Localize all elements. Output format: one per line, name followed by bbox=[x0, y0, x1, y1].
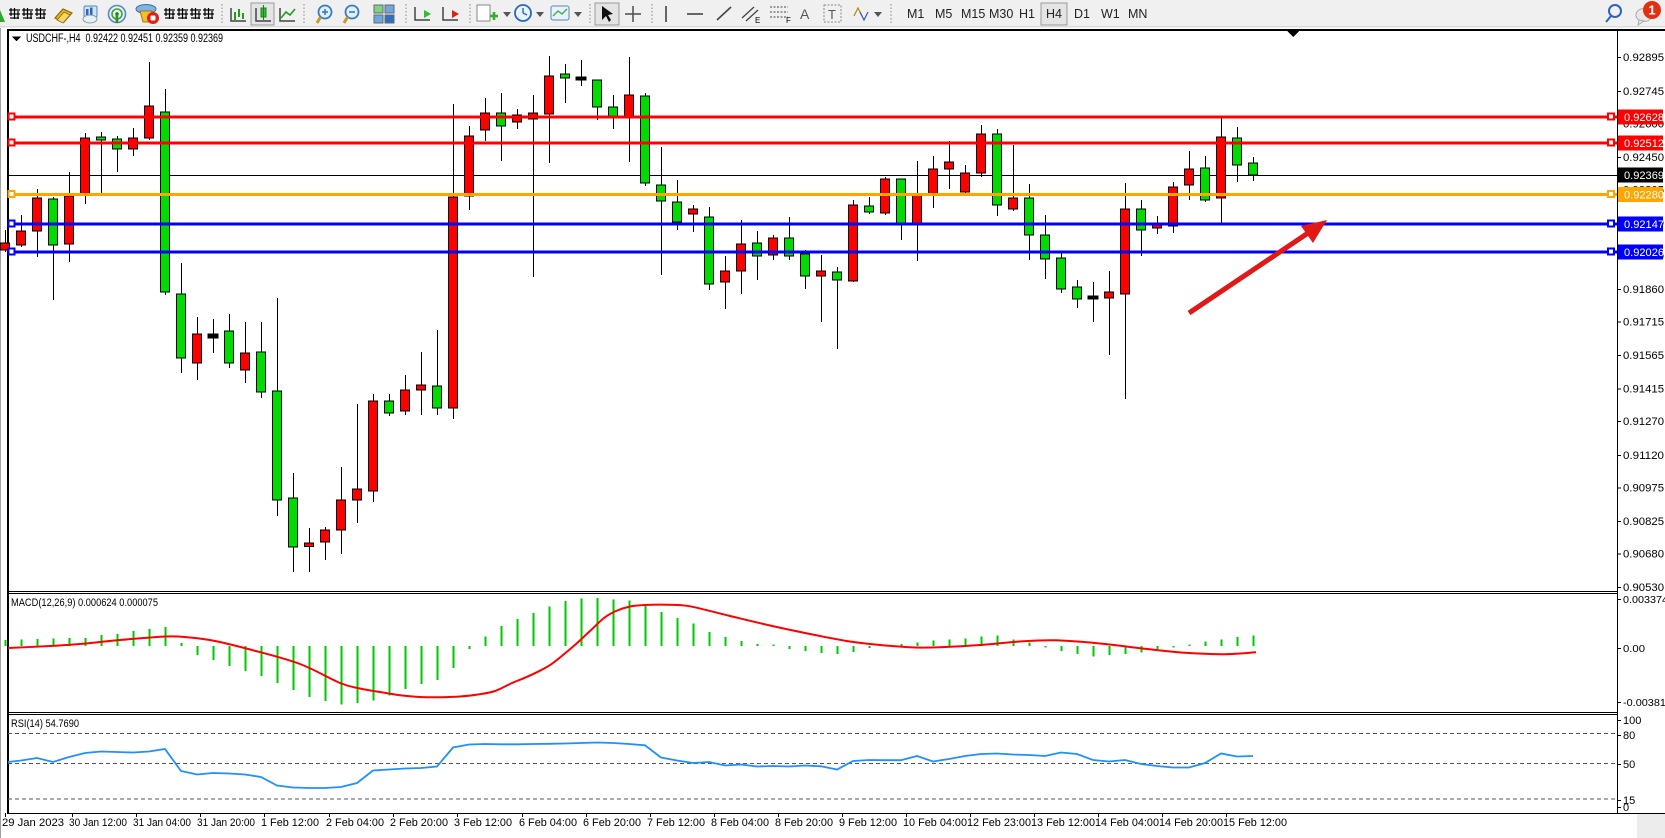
svg-text:14 Feb 20:00: 14 Feb 20:00 bbox=[1159, 817, 1223, 829]
svg-text:6 Feb 20:00: 6 Feb 20:00 bbox=[583, 817, 641, 829]
svg-text:6 Feb 04:00: 6 Feb 04:00 bbox=[519, 817, 577, 829]
svg-text:0.92895: 0.92895 bbox=[1623, 52, 1664, 64]
svg-text:W1: W1 bbox=[1101, 7, 1120, 21]
svg-text:8 Feb 20:00: 8 Feb 20:00 bbox=[775, 817, 833, 829]
svg-text:F: F bbox=[786, 16, 791, 25]
svg-text:3 Feb 12:00: 3 Feb 12:00 bbox=[454, 817, 512, 829]
svg-text:MACD(12,26,9) 0.000624 0.00007: MACD(12,26,9) 0.000624 0.000075 bbox=[11, 597, 158, 609]
svg-text:0.92745: 0.92745 bbox=[1623, 86, 1664, 98]
svg-text:50: 50 bbox=[1623, 759, 1635, 771]
svg-text:MN: MN bbox=[1128, 7, 1147, 21]
svg-text:0.91415: 0.91415 bbox=[1623, 384, 1664, 396]
svg-text:A: A bbox=[800, 6, 810, 22]
svg-text:0.92026: 0.92026 bbox=[1624, 247, 1664, 259]
svg-text:USDCHF-,H4 0.92422 0.92451 0.: USDCHF-,H4 0.92422 0.92451 0.92359 0.923… bbox=[26, 33, 223, 45]
svg-text:100: 100 bbox=[1623, 715, 1641, 727]
svg-text:0.92280: 0.92280 bbox=[1624, 190, 1664, 202]
svg-text:1: 1 bbox=[1648, 3, 1655, 18]
svg-text:0.91565: 0.91565 bbox=[1623, 350, 1664, 362]
svg-text:0.92628: 0.92628 bbox=[1624, 112, 1664, 124]
svg-text:0.92147: 0.92147 bbox=[1624, 219, 1664, 231]
svg-text:0.92369: 0.92369 bbox=[1624, 170, 1664, 182]
svg-text:M15: M15 bbox=[961, 7, 985, 21]
svg-text:80: 80 bbox=[1623, 730, 1635, 742]
svg-text:0.90975: 0.90975 bbox=[1623, 482, 1664, 494]
svg-text:2 Feb 20:00: 2 Feb 20:00 bbox=[390, 817, 448, 829]
svg-text:0.91120: 0.91120 bbox=[1623, 450, 1664, 462]
svg-text:2 Feb 04:00: 2 Feb 04:00 bbox=[326, 817, 384, 829]
svg-text:7 Feb 12:00: 7 Feb 12:00 bbox=[647, 817, 705, 829]
svg-text:0.90530: 0.90530 bbox=[1623, 582, 1664, 594]
svg-text:31 Jan 04:00: 31 Jan 04:00 bbox=[133, 817, 191, 829]
svg-text:-0.003819: -0.003819 bbox=[1623, 698, 1665, 709]
svg-text:E: E bbox=[755, 16, 760, 25]
svg-text:M30: M30 bbox=[989, 7, 1013, 21]
svg-text:0.90825: 0.90825 bbox=[1623, 516, 1664, 528]
svg-text:0.91715: 0.91715 bbox=[1623, 317, 1664, 329]
svg-text:0: 0 bbox=[1623, 802, 1629, 814]
svg-text:12 Feb 23:00: 12 Feb 23:00 bbox=[967, 817, 1031, 829]
svg-text:H4: H4 bbox=[1046, 7, 1062, 21]
svg-text:10 Feb 04:00: 10 Feb 04:00 bbox=[903, 817, 967, 829]
svg-text:RSI(14) 54.7690: RSI(14) 54.7690 bbox=[11, 718, 79, 730]
svg-text:13 Feb 12:00: 13 Feb 12:00 bbox=[1031, 817, 1095, 829]
svg-text:1 Feb 12:00: 1 Feb 12:00 bbox=[261, 817, 319, 829]
svg-text:15 Feb 12:00: 15 Feb 12:00 bbox=[1223, 817, 1287, 829]
svg-text:M5: M5 bbox=[935, 7, 952, 21]
svg-text:0.92512: 0.92512 bbox=[1624, 138, 1664, 150]
svg-text:0.00: 0.00 bbox=[1623, 644, 1645, 655]
svg-text:8 Feb 04:00: 8 Feb 04:00 bbox=[711, 817, 769, 829]
svg-text:30 Jan 12:00: 30 Jan 12:00 bbox=[69, 817, 127, 829]
svg-text:0.91860: 0.91860 bbox=[1623, 284, 1664, 296]
svg-text:0.003374: 0.003374 bbox=[1623, 595, 1665, 606]
svg-text:D1: D1 bbox=[1074, 7, 1090, 21]
svg-text:M1: M1 bbox=[907, 7, 924, 21]
svg-text:0.90680: 0.90680 bbox=[1623, 548, 1664, 560]
svg-text:29 Jan 2023: 29 Jan 2023 bbox=[2, 817, 64, 829]
svg-text:31 Jan 20:00: 31 Jan 20:00 bbox=[197, 817, 255, 829]
svg-text:0.91270: 0.91270 bbox=[1623, 416, 1664, 428]
svg-text:H1: H1 bbox=[1019, 7, 1035, 21]
svg-text:14 Feb 04:00: 14 Feb 04:00 bbox=[1095, 817, 1159, 829]
svg-text:0.92450: 0.92450 bbox=[1623, 152, 1664, 164]
svg-text:9 Feb 12:00: 9 Feb 12:00 bbox=[839, 817, 897, 829]
svg-text:T: T bbox=[828, 7, 836, 22]
svg-text:15: 15 bbox=[1623, 795, 1635, 807]
